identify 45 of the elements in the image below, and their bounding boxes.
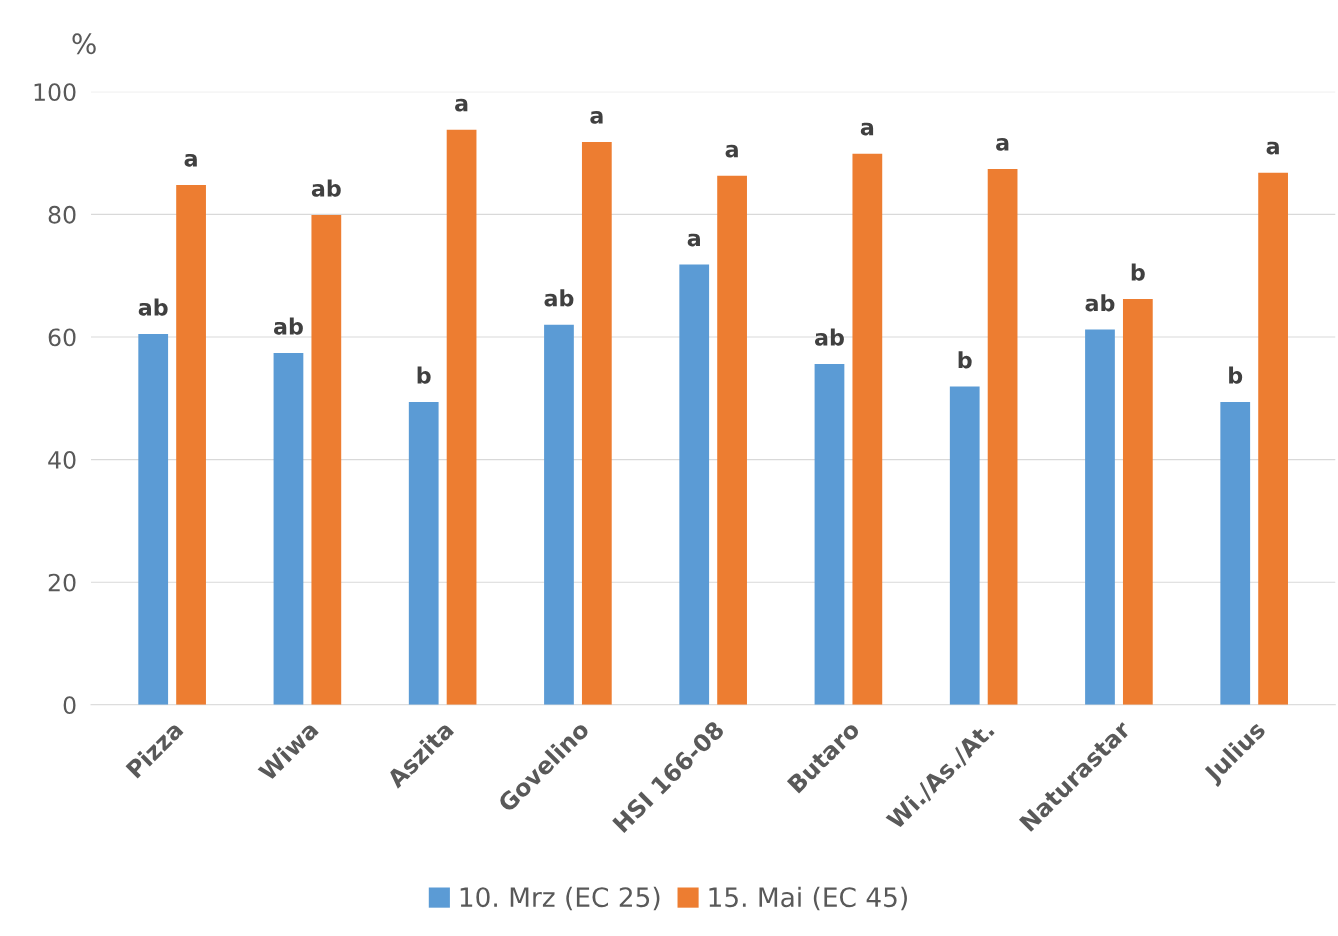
data-label: a — [184, 153, 197, 167]
data-label: a — [860, 122, 874, 136]
data-label: ab — [273, 317, 303, 335]
bar — [273, 352, 304, 705]
y-tick-label: 80 — [48, 205, 76, 224]
y-tick-label: 40 — [48, 451, 76, 469]
bar — [1220, 401, 1251, 705]
data-label: a — [1266, 141, 1279, 155]
bar — [1085, 329, 1115, 705]
bar — [814, 363, 845, 705]
bar — [679, 264, 710, 705]
legend-label: 10. Mrz (EC 25) — [460, 886, 660, 911]
legend-label: 15. Mai (EC 45) — [709, 886, 907, 911]
y-tick-label: 20 — [48, 573, 76, 592]
y-axis-title: % — [72, 33, 96, 55]
bar — [949, 386, 980, 705]
data-label: ab — [814, 328, 844, 346]
data-label: ab — [1085, 294, 1115, 312]
bar — [717, 175, 747, 705]
data-label: ab — [544, 289, 574, 307]
bar — [408, 401, 439, 705]
data-label: b — [958, 351, 972, 369]
bar — [446, 129, 477, 705]
data-label: a — [725, 144, 738, 158]
data-label: b — [417, 366, 431, 384]
bar — [1258, 172, 1288, 705]
bar — [1122, 298, 1153, 705]
data-label: a — [590, 111, 603, 124]
bar — [311, 214, 342, 705]
y-tick-label: 0 — [63, 696, 76, 715]
data-label: a — [996, 138, 1009, 151]
data-label: b — [1229, 366, 1243, 384]
bar — [544, 324, 574, 705]
data-label: ab — [138, 298, 168, 316]
data-label: ab — [311, 179, 341, 197]
y-tick-label: 60 — [48, 328, 76, 347]
data-label: b — [1131, 263, 1145, 281]
data-label: a — [455, 98, 468, 112]
bar — [987, 168, 1018, 705]
bar — [176, 184, 206, 705]
bar — [852, 153, 883, 705]
y-tick-label: 100 — [34, 83, 76, 102]
bar — [138, 333, 169, 705]
data-label: a — [687, 233, 700, 247]
bar — [581, 142, 612, 705]
